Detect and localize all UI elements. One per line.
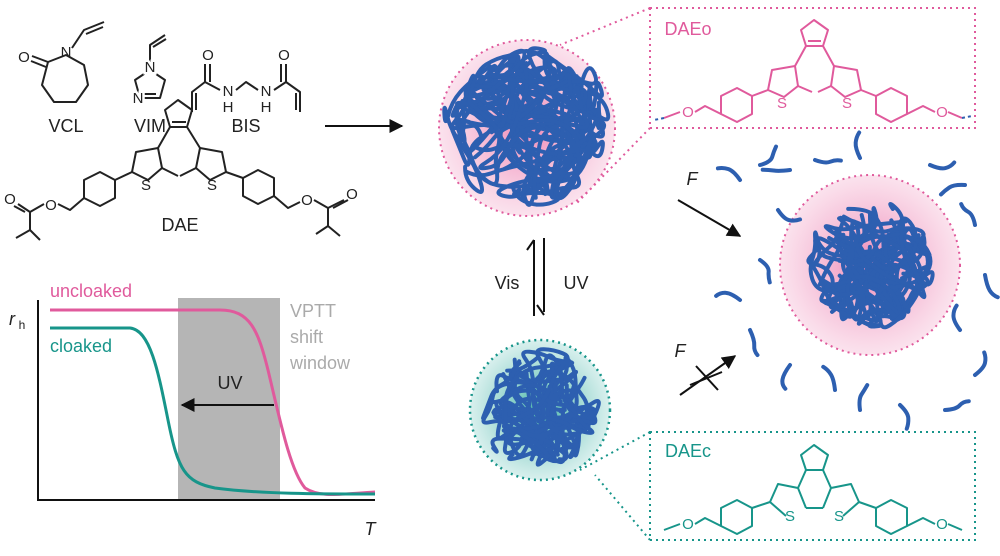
x-axis-label: T [365, 519, 378, 539]
vim-structure: N N VIM [130, 34, 167, 136]
atom: S [842, 95, 852, 112]
y-axis-label-sub: h [19, 318, 26, 332]
window-label: window [289, 353, 351, 373]
atom: S [777, 95, 787, 112]
polymer-chain [959, 202, 977, 227]
curve-cloaked [50, 326, 376, 496]
switch-arrows [526, 238, 545, 316]
polymer-chain [853, 130, 862, 160]
atom: O [682, 104, 694, 121]
polymer-chain [473, 118, 582, 201]
arrow-label: UV [217, 373, 242, 393]
polymer-chain [714, 290, 742, 302]
polymer-chain [780, 363, 792, 391]
shift-window [178, 298, 280, 500]
polymer-chain [813, 158, 843, 165]
bis-structure: O N H N H O BIS [191, 47, 301, 136]
atom: O [18, 49, 30, 66]
atom: O [4, 191, 16, 208]
atom: S [141, 177, 151, 194]
polymer-chain [857, 383, 870, 412]
polymer-chain [501, 360, 567, 429]
atom: O [278, 47, 290, 64]
atom: S [785, 508, 795, 525]
axes [37, 300, 375, 501]
atom: N [223, 83, 234, 100]
polymer-chain [758, 258, 772, 285]
polymer-chain [478, 63, 546, 171]
atom: O [682, 516, 694, 533]
atom: O [202, 47, 214, 64]
force-label: F [687, 169, 699, 189]
polymer-chain [544, 355, 579, 462]
atom: O [45, 197, 57, 214]
polymer-chain [843, 219, 871, 311]
scheme: Vis UV F F [438, 39, 1000, 482]
atom: O [936, 516, 948, 533]
polymer-chain [489, 388, 595, 435]
switch-label: UV [563, 273, 588, 293]
polymer-chain [837, 216, 933, 300]
arrow [679, 355, 737, 396]
polymer-chain [973, 350, 988, 377]
atom: N [133, 90, 144, 107]
atom: O [936, 104, 948, 121]
atom: N [261, 83, 272, 100]
curve-label: uncloaked [50, 281, 132, 301]
atom: O [346, 186, 358, 203]
plot: UV uncloaked cloaked r h T VPTT shift wi… [9, 281, 378, 539]
inset-closed: DAEc O S S O [579, 431, 976, 541]
atom: N [145, 59, 156, 76]
polymer-chain [539, 125, 593, 197]
atom: O [301, 192, 313, 209]
monomer-label: BIS [231, 116, 260, 136]
polymer-chain [456, 72, 518, 167]
arrow [677, 199, 742, 237]
polymer-chain [928, 160, 957, 171]
window-label: shift [290, 327, 323, 347]
cross [689, 365, 723, 391]
monomer-label: VIM [134, 116, 166, 136]
force-label: F [675, 341, 687, 361]
polymer-chain [983, 273, 1000, 300]
polymer-chain [841, 214, 923, 330]
polymer-chain [758, 144, 779, 167]
dae-structure: O O S S O O DAE [4, 99, 358, 241]
polymer-chain [715, 165, 742, 182]
vcl-structure: O N VCL [18, 21, 105, 136]
polymer-chain [488, 46, 564, 106]
atom: H [223, 99, 234, 116]
polymer-chain [521, 409, 598, 460]
polymer-chain [951, 303, 962, 332]
y-axis-label: r [9, 309, 16, 329]
polymer-chain [532, 85, 590, 200]
inset-open: DAEo O S S O [559, 7, 976, 206]
polymer-chain [501, 426, 568, 464]
window-label: VPTT [290, 301, 336, 321]
atom: N [61, 44, 72, 61]
polymer-chain [821, 364, 837, 392]
polymer-chain [529, 388, 591, 462]
monomer-label: VCL [48, 116, 83, 136]
atom: H [261, 99, 272, 116]
polymer-chain [938, 182, 967, 197]
polymer-chain [806, 230, 847, 306]
polymer-chain [748, 328, 760, 358]
atom: S [834, 508, 844, 525]
polymer-chain [464, 90, 611, 178]
inset-label: DAEo [664, 19, 711, 39]
polymer-chain [943, 399, 971, 412]
switch-label: Vis [495, 273, 520, 293]
curve-label: cloaked [50, 336, 112, 356]
inset-label: DAEc [665, 441, 711, 461]
monomer-label: DAE [161, 215, 198, 235]
polymer-chain [898, 403, 911, 431]
polymer-chain [467, 53, 521, 175]
polymer-chain [760, 167, 792, 173]
polymer-chain [776, 208, 803, 223]
polymer-chain [838, 215, 930, 300]
atom: S [207, 177, 217, 194]
